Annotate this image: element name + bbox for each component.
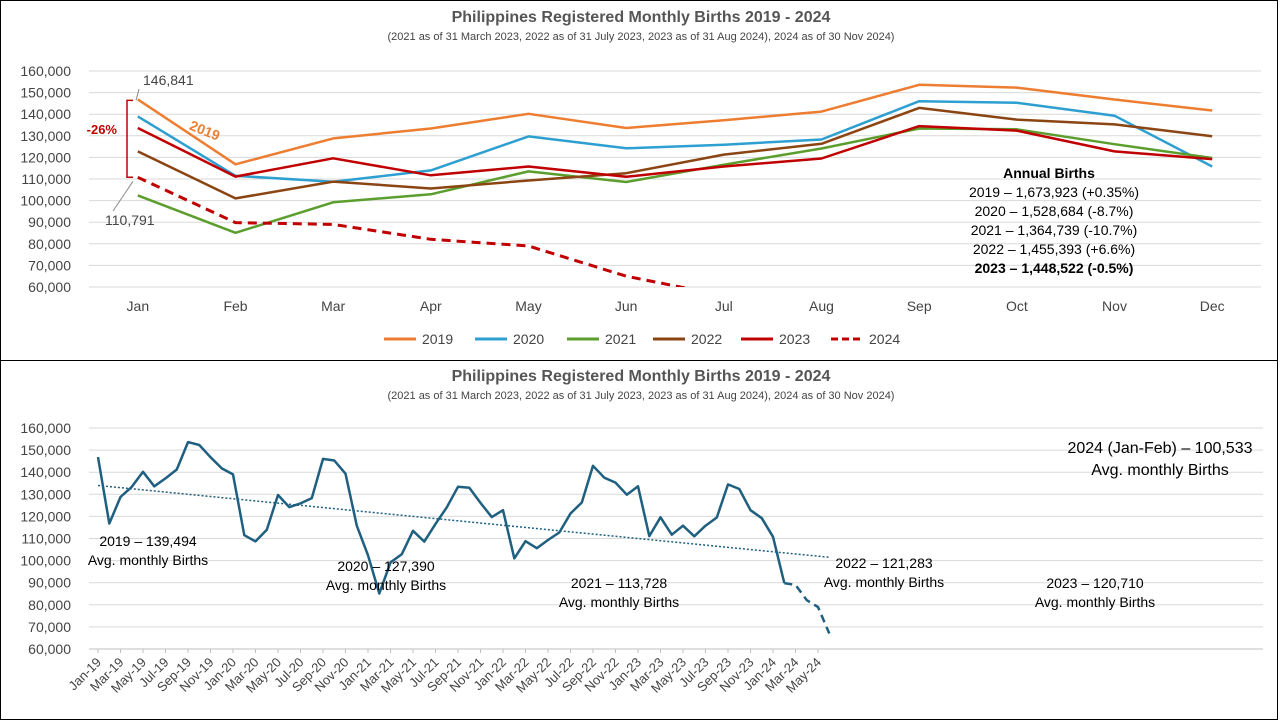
legend-label-2024: 2024 <box>869 331 900 347</box>
y-tick-label: 70,000 <box>28 257 71 273</box>
y-tick-label: 140,000 <box>20 106 71 122</box>
top-chart-panel: Philippines Registered Monthly Births 20… <box>0 0 1278 361</box>
y-tick-label: 160,000 <box>20 420 71 436</box>
x-tick-label: Nov <box>1102 298 1127 314</box>
trend-line <box>97 484 830 559</box>
monthly-births-line-2024 <box>784 581 831 634</box>
annual-births-line: 2021 – 1,364,739 (-10.7%) <box>971 222 1138 238</box>
legend-label-2020: 2020 <box>513 331 544 347</box>
annotation-avg-value: 2020 – 127,390 <box>337 558 435 574</box>
annotation-avg-caption: Avg. monthly Births <box>326 577 446 593</box>
series-line-2019 <box>137 83 1213 166</box>
series-inline-label-2019: 2019 <box>187 117 222 144</box>
x-tick-label: Dec <box>1200 298 1225 314</box>
chart-subtitle: (2021 as of 31 March 2023, 2022 as of 31… <box>388 31 895 43</box>
x-tick-label: Aug <box>809 298 834 314</box>
series-line-2023 <box>137 124 1213 179</box>
annual-births-line: 2023 – 1,448,522 (-0.5%) <box>975 260 1134 276</box>
x-tick-label: Jun <box>615 298 638 314</box>
y-tick-label: 110,000 <box>21 171 71 187</box>
annotation-avg-caption: Avg. monthly Births <box>824 574 944 590</box>
annotation-avg-value: 2021 – 113,728 <box>571 575 667 591</box>
annotation-avg-caption: Avg. monthly Births <box>559 594 679 610</box>
y-tick-label: 110,000 <box>21 531 71 547</box>
annual-births-title: Annual Births <box>1003 165 1095 181</box>
chart-subtitle: (2021 as of 31 March 2023, 2022 as of 31… <box>388 390 895 402</box>
y-tick-label: 140,000 <box>20 464 71 480</box>
y-tick-label: 160,000 <box>20 63 71 79</box>
x-tick-label: Feb <box>223 298 247 314</box>
annotation-avg-caption: Avg. monthly Births <box>88 552 208 568</box>
x-tick-label: Oct <box>1006 298 1028 314</box>
top-chart: Philippines Registered Monthly Births 20… <box>20 9 1261 347</box>
legend-label-2022: 2022 <box>691 331 722 347</box>
annual-births-line: 2020 – 1,528,684 (-8.7%) <box>975 203 1134 219</box>
monthly-births-line <box>96 440 786 595</box>
y-tick-label: 120,000 <box>20 149 71 165</box>
series-line-2024 <box>137 175 689 287</box>
series-line-2022 <box>137 106 1213 200</box>
y-tick-label: 90,000 <box>28 575 71 591</box>
annotation-avg-value: 2019 – 139,494 <box>99 533 197 549</box>
x-tick-label: Sep <box>907 298 932 314</box>
legend-label-2021: 2021 <box>605 331 636 347</box>
annotation-avg-value: 2023 – 120,710 <box>1046 575 1144 591</box>
y-tick-label: 60,000 <box>28 641 71 657</box>
bottom-chart-panel: Philippines Registered Monthly Births 20… <box>0 360 1278 720</box>
y-tick-label: 130,000 <box>20 486 71 502</box>
annual-births-line: 2022 – 1,455,393 (+6.6%) <box>973 241 1135 257</box>
chart-title: Philippines Registered Monthly Births 20… <box>452 368 831 385</box>
y-tick-label: 130,000 <box>20 128 71 144</box>
pct-change-label: -26% <box>87 122 118 137</box>
legend-label-2023: 2023 <box>779 331 810 347</box>
jan-2019-value-label: 146,841 <box>143 72 194 88</box>
annotation-avg-value: 2024 (Jan-Feb) – 100,533 <box>1067 440 1252 457</box>
leader-line <box>135 88 140 101</box>
series-line-2020 <box>137 99 1213 184</box>
y-tick-label: 80,000 <box>28 597 71 613</box>
series-group <box>137 83 1213 287</box>
y-tick-label: 150,000 <box>20 85 71 101</box>
y-tick-label: 60,000 <box>28 279 71 295</box>
x-tick-label: Jan <box>127 298 150 314</box>
x-tick-label: Apr <box>420 298 442 314</box>
y-tick-label: 120,000 <box>20 508 71 524</box>
annual-births-line: 2019 – 1,673,923 (+0.35%) <box>969 184 1139 200</box>
leader-line <box>112 181 134 212</box>
y-tick-label: 70,000 <box>28 619 71 635</box>
annotation-avg-caption: Avg. monthly Births <box>1035 594 1155 610</box>
x-tick-label: May <box>515 298 541 314</box>
legend-label-2019: 2019 <box>422 331 453 347</box>
y-tick-label: 100,000 <box>20 553 71 569</box>
chart-title: Philippines Registered Monthly Births 20… <box>452 9 831 26</box>
annotation-avg-caption: Avg. monthly Births <box>1091 462 1229 479</box>
change-bracket <box>126 99 133 179</box>
series-line-2021 <box>137 127 1213 235</box>
x-tick-label: Mar <box>321 298 345 314</box>
y-tick-label: 150,000 <box>20 442 71 458</box>
annotation-avg-value: 2022 – 121,283 <box>835 555 933 571</box>
y-tick-label: 100,000 <box>20 193 71 209</box>
y-tick-label: 90,000 <box>28 214 71 230</box>
x-tick-label: Jul <box>715 298 733 314</box>
jan-2024-value-label: 110,791 <box>105 212 155 228</box>
bottom-chart: Philippines Registered Monthly Births 20… <box>20 368 1263 696</box>
y-tick-label: 80,000 <box>28 236 71 252</box>
